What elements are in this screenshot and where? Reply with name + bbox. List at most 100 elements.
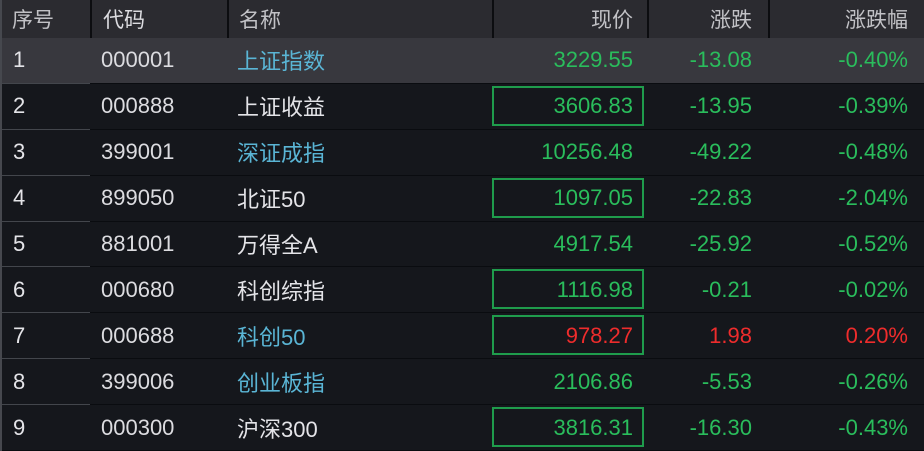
code-cell-text: 399006 (101, 368, 175, 394)
seq-cell: 9 (0, 405, 90, 450)
price-cell-text: 1097.05 (553, 185, 633, 211)
price-cell: 4917.54 (492, 222, 647, 267)
name-cell: 北证50 (227, 176, 492, 221)
table-row[interactable]: 3 399001 深证成指 10256.48 -49.22 -0.48% (0, 129, 924, 176)
change-pct-cell-text: -0.02% (838, 276, 908, 302)
name-cell-text: 科创综指 (237, 278, 326, 304)
name-cell-text: 创业板指 (237, 370, 326, 396)
column-header-name[interactable]: 名称 (227, 0, 492, 38)
column-header-price[interactable]: 现价 (492, 0, 647, 38)
price-cell: 978.27 (492, 313, 647, 358)
price-cell-text: 3229.55 (553, 47, 633, 73)
seq-cell-text: 6 (13, 276, 26, 302)
table-row[interactable]: 9 000300 沪深300 3816.31 -16.30 -0.43% (0, 405, 924, 451)
code-cell-text: 881001 (101, 231, 175, 256)
change-pct-cell-text: -0.40% (838, 47, 908, 73)
price-cell-text: 2106.86 (553, 368, 633, 394)
seq-cell-text: 7 (13, 322, 26, 348)
column-header-change-pct[interactable]: 涨跌幅 (768, 0, 924, 38)
column-header-code[interactable]: 代码 (90, 0, 227, 38)
table-row[interactable]: 2 000888 上证收益 3606.83 -13.95 -0.39% (0, 83, 924, 130)
change-cell-text: -25.92 (689, 231, 752, 256)
price-cell: 1116.98 (492, 267, 647, 312)
change-cell: -25.92 (647, 222, 768, 267)
left-edge-strip (0, 0, 2, 451)
name-cell: 上证指数 (227, 38, 492, 83)
code-cell: 899050 (90, 176, 227, 221)
price-cell-text: 3816.31 (553, 414, 633, 440)
code-cell: 399006 (90, 359, 227, 404)
change-pct-cell: -0.26% (768, 359, 924, 404)
change-pct-cell: -0.52% (768, 222, 924, 267)
table-row[interactable]: 5 881001 万得全A 4917.54 -25.92 -0.52% (0, 221, 924, 268)
change-pct-cell: -0.02% (768, 267, 924, 312)
change-pct-cell: 0.20% (768, 313, 924, 358)
code-cell: 881001 (90, 222, 227, 267)
seq-cell-text: 8 (13, 368, 26, 394)
change-pct-cell-text: 0.20% (845, 322, 908, 348)
change-cell-text: -22.83 (689, 185, 752, 211)
seq-cell: 7 (0, 313, 90, 358)
change-pct-cell-text: -2.04% (838, 185, 908, 211)
change-pct-cell: -0.43% (768, 405, 924, 450)
change-pct-cell-text: -0.43% (838, 414, 908, 440)
change-pct-cell: -0.48% (768, 130, 924, 175)
column-header-seq[interactable]: 序号 (12, 9, 54, 32)
change-cell-text: 1.98 (709, 322, 752, 348)
code-cell: 399001 (90, 130, 227, 175)
name-cell: 科创50 (227, 313, 492, 358)
change-pct-cell: -0.39% (768, 84, 924, 129)
seq-cell-text: 5 (13, 231, 26, 256)
price-cell-text: 10256.48 (541, 139, 633, 165)
seq-cell: 3 (0, 130, 90, 175)
change-cell-text: -16.30 (689, 414, 752, 440)
seq-cell: 5 (0, 222, 90, 267)
change-pct-cell-text: -0.48% (838, 139, 908, 165)
name-cell-text: 沪深300 (237, 416, 318, 442)
name-cell-text: 深证成指 (237, 141, 326, 167)
change-cell-text: -0.21 (701, 276, 752, 302)
seq-cell: 8 (0, 359, 90, 404)
table-row[interactable]: 6 000680 科创综指 1116.98 -0.21 -0.02% (0, 267, 924, 314)
change-cell: -22.83 (647, 176, 768, 221)
code-cell-text: 000688 (101, 322, 175, 348)
price-cell-text: 1116.98 (556, 276, 633, 302)
price-cell: 1097.05 (492, 176, 647, 221)
price-cell: 10256.48 (492, 130, 647, 175)
code-cell-text: 000001 (101, 47, 175, 73)
seq-cell: 6 (0, 267, 90, 312)
seq-cell-text: 1 (13, 47, 26, 73)
seq-cell-text: 9 (13, 414, 26, 440)
change-cell: 1.98 (647, 313, 768, 358)
code-cell-text: 000888 (101, 93, 175, 119)
change-cell: -13.95 (647, 84, 768, 129)
table-row[interactable]: 4 899050 北证50 1097.05 -22.83 -2.04% (0, 175, 924, 222)
change-cell: -0.21 (647, 267, 768, 312)
name-cell-text: 科创50 (237, 324, 306, 350)
column-header-change[interactable]: 涨跌 (647, 0, 768, 38)
price-cell-text: 978.27 (565, 322, 633, 348)
change-pct-cell: -2.04% (768, 176, 924, 221)
change-cell: -49.22 (647, 130, 768, 175)
change-pct-cell-text: -0.26% (838, 368, 908, 394)
table-row[interactable]: 7 000688 科创50 978.27 1.98 0.20% (0, 313, 924, 360)
table-row[interactable]: 1 000001 上证指数 3229.55 -13.08 -0.40% (0, 38, 924, 84)
table-row[interactable]: 8 399006 创业板指 2106.86 -5.53 -0.26% (0, 359, 924, 406)
change-cell-text: -13.95 (689, 93, 752, 119)
code-cell-text: 899050 (101, 185, 175, 211)
code-cell-text: 000680 (101, 276, 175, 302)
price-cell: 3816.31 (492, 405, 647, 450)
change-pct-cell-text: -0.39% (838, 93, 908, 119)
name-cell: 沪深300 (227, 405, 492, 450)
seq-cell-text: 4 (13, 185, 26, 211)
name-cell: 创业板指 (227, 359, 492, 404)
price-cell-text: 3606.83 (553, 93, 633, 119)
change-cell-text: -49.22 (689, 139, 752, 165)
name-cell-text: 上证指数 (237, 49, 326, 75)
seq-cell: 2 (0, 84, 90, 129)
change-cell-text: -13.08 (689, 47, 752, 73)
price-cell: 2106.86 (492, 359, 647, 404)
seq-cell-text: 3 (13, 139, 26, 165)
name-cell-text: 上证收益 (237, 95, 326, 121)
